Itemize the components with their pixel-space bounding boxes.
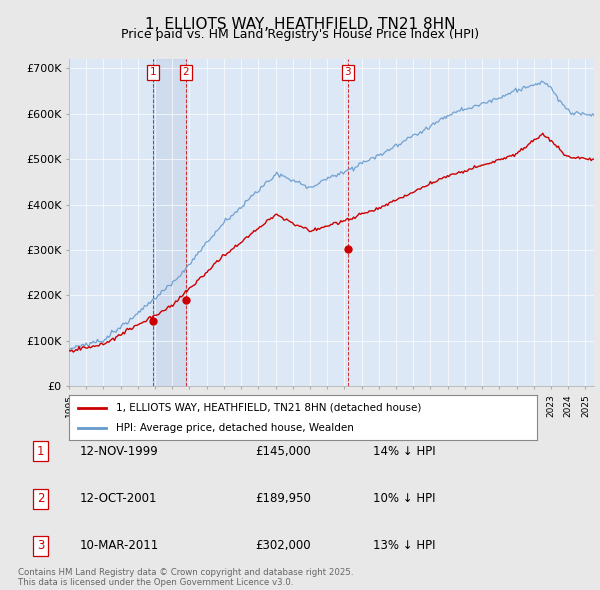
Text: 10% ↓ HPI: 10% ↓ HPI <box>373 492 436 505</box>
Text: £189,950: £189,950 <box>255 492 311 505</box>
Text: 2: 2 <box>37 492 44 505</box>
Text: 1: 1 <box>149 67 156 77</box>
Text: 3: 3 <box>37 539 44 552</box>
Text: £145,000: £145,000 <box>255 445 311 458</box>
Text: Price paid vs. HM Land Registry's House Price Index (HPI): Price paid vs. HM Land Registry's House … <box>121 28 479 41</box>
Text: 3: 3 <box>344 67 351 77</box>
Text: 14% ↓ HPI: 14% ↓ HPI <box>373 445 436 458</box>
Text: 12-OCT-2001: 12-OCT-2001 <box>80 492 158 505</box>
Text: 13% ↓ HPI: 13% ↓ HPI <box>373 539 436 552</box>
Text: 2: 2 <box>182 67 189 77</box>
Text: HPI: Average price, detached house, Wealden: HPI: Average price, detached house, Weal… <box>116 424 353 434</box>
Text: 10-MAR-2011: 10-MAR-2011 <box>80 539 159 552</box>
Text: 1, ELLIOTS WAY, HEATHFIELD, TN21 8HN: 1, ELLIOTS WAY, HEATHFIELD, TN21 8HN <box>145 17 455 31</box>
Text: 1: 1 <box>37 445 44 458</box>
Text: Contains HM Land Registry data © Crown copyright and database right 2025.
This d: Contains HM Land Registry data © Crown c… <box>18 568 353 587</box>
Text: 12-NOV-1999: 12-NOV-1999 <box>80 445 159 458</box>
Text: £302,000: £302,000 <box>255 539 311 552</box>
Bar <box>153 59 186 386</box>
Text: 1, ELLIOTS WAY, HEATHFIELD, TN21 8HN (detached house): 1, ELLIOTS WAY, HEATHFIELD, TN21 8HN (de… <box>116 403 421 412</box>
